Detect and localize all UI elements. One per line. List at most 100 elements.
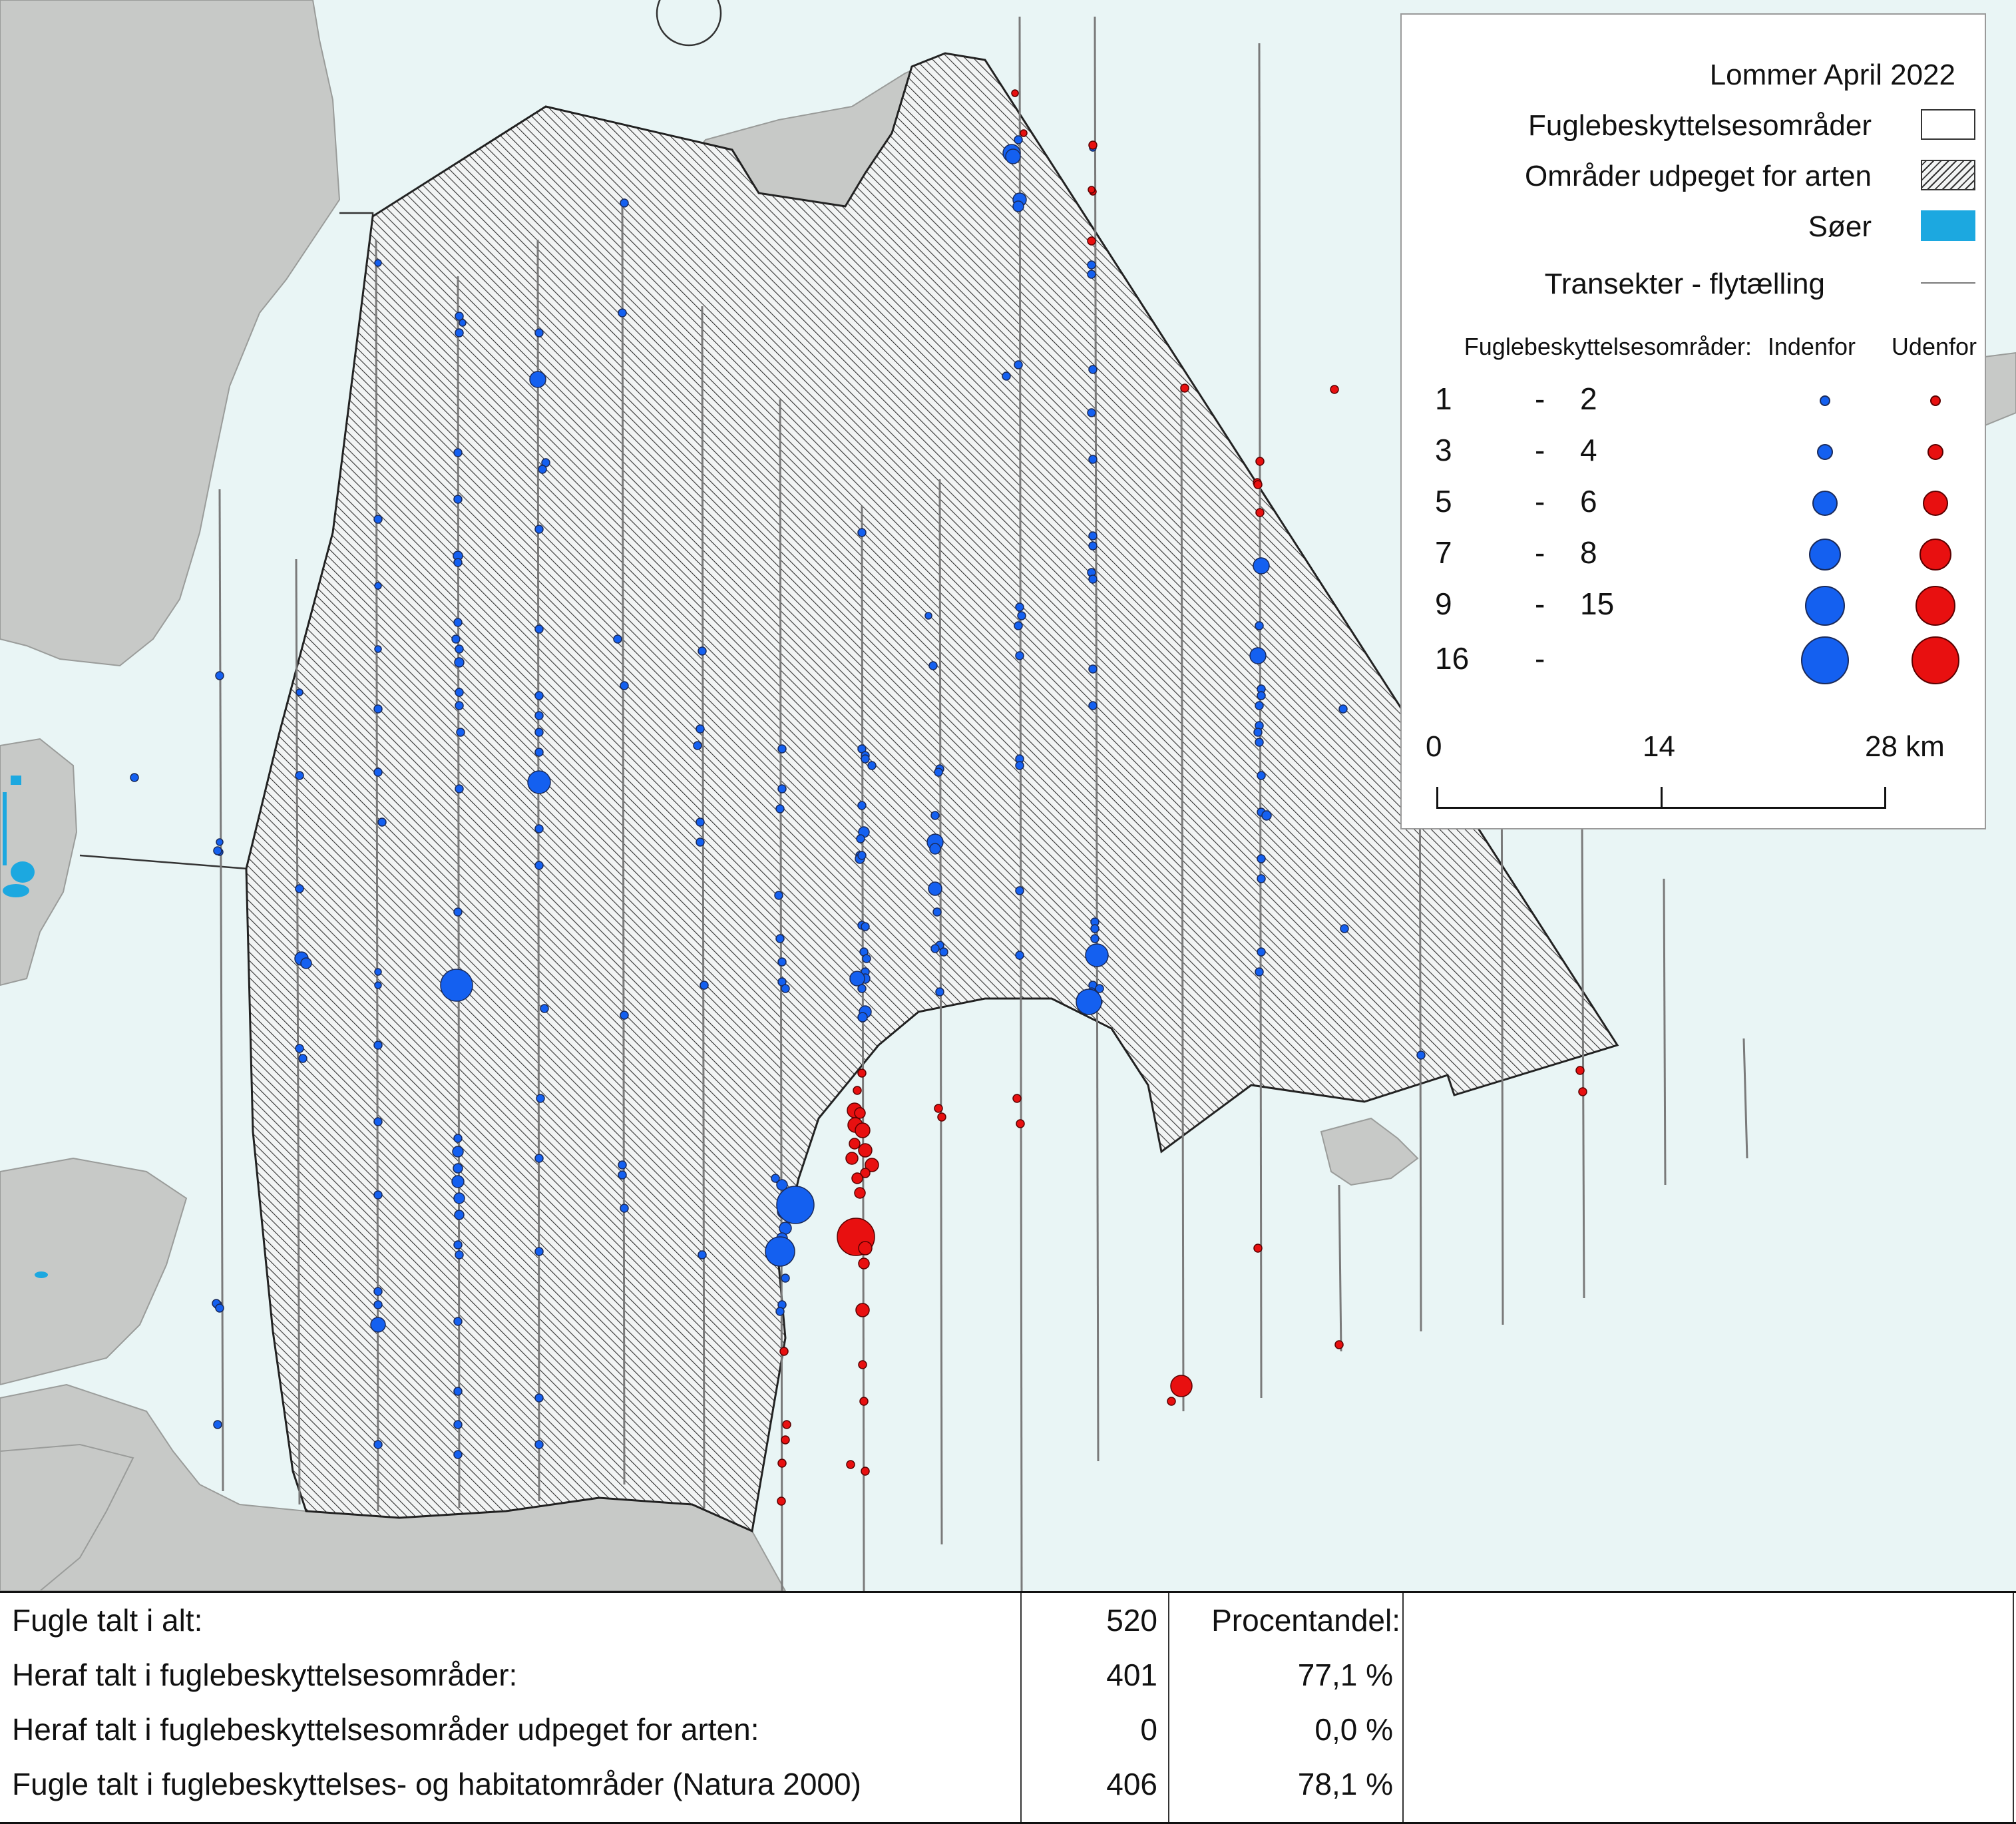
observation-inside (440, 969, 473, 1002)
legend-class-to: 15 (1580, 586, 1615, 621)
observation-inside (527, 770, 551, 794)
observation-inside (453, 1134, 463, 1143)
observation-inside (453, 1163, 463, 1174)
observation-inside (1088, 664, 1098, 674)
observation-inside (215, 1303, 224, 1313)
legend-transects-label: Transekter - flytælling (1544, 268, 1825, 300)
transect-line (701, 306, 706, 1508)
observation-inside (373, 1190, 383, 1200)
observation-inside (534, 1247, 544, 1256)
observation-inside (456, 728, 465, 737)
stats-label: Fugle talt i fuglebeskyttelses- og habit… (12, 1767, 861, 1801)
observation-inside (939, 947, 948, 957)
observation-inside (620, 198, 629, 208)
stats-pct: 77,1 % (1297, 1658, 1393, 1692)
observation-inside (1017, 611, 1026, 620)
observation-inside (620, 1204, 629, 1213)
observation-inside (698, 646, 707, 656)
transect-line (295, 559, 301, 1505)
legend-class-dash: - (1535, 586, 1545, 621)
observation-outside (859, 1397, 869, 1406)
observation-inside (1416, 1050, 1426, 1060)
observation-inside (1257, 874, 1266, 883)
scale-tick-14: 14 (1643, 730, 1675, 763)
observation-inside (1257, 947, 1266, 957)
observation-inside (777, 784, 787, 794)
observation-inside (1255, 701, 1264, 710)
observation-inside (373, 704, 383, 714)
observation-inside (1088, 365, 1098, 374)
observation-inside (1257, 854, 1266, 863)
observation-inside (618, 1170, 627, 1180)
legend-outside-symbol (1927, 444, 1943, 460)
observation-inside (534, 624, 544, 634)
observation-inside (453, 1387, 463, 1396)
observation-inside (374, 582, 382, 590)
observation-inside (781, 984, 790, 993)
observation-inside (618, 308, 627, 318)
observation-inside (1014, 621, 1023, 630)
observation-inside (934, 768, 943, 777)
observation-inside (857, 851, 867, 860)
observation-inside (534, 691, 544, 700)
observation-inside (373, 1040, 383, 1050)
transect-line (1663, 878, 1667, 1186)
stats-pct: 0,0 % (1314, 1712, 1393, 1747)
observation-inside (862, 954, 871, 963)
observation-inside (1015, 886, 1024, 895)
observation-inside (700, 981, 709, 990)
observation-inside (1014, 360, 1023, 369)
observation-inside (1257, 691, 1266, 700)
observation-inside (529, 371, 546, 388)
observation-inside (453, 1450, 463, 1459)
observation-inside (459, 319, 467, 327)
observation-inside (928, 881, 942, 896)
observation-inside (373, 1300, 383, 1309)
observation-inside (454, 657, 465, 668)
observation-inside (534, 748, 544, 757)
observation-outside (857, 1068, 867, 1078)
observation-outside (1253, 1244, 1263, 1253)
observation-inside (693, 741, 702, 750)
observation-inside (453, 1317, 463, 1326)
observation-inside (295, 1044, 304, 1053)
legend-lakes-label: Søer (1808, 210, 1872, 243)
observation-inside (1257, 771, 1266, 780)
observation-inside (929, 843, 941, 855)
transect-line (536, 239, 540, 1502)
observation-outside (854, 1187, 866, 1199)
legend-outside-symbol (1915, 586, 1955, 626)
observation-inside (775, 1307, 785, 1316)
observation-inside (453, 1240, 463, 1250)
observation-inside (373, 1440, 383, 1449)
observation-outside (1020, 129, 1028, 137)
observation-outside (1180, 383, 1189, 393)
observation-outside (1170, 1375, 1193, 1397)
observation-outside (854, 1107, 866, 1119)
observation-outside (1012, 1094, 1022, 1103)
legend-class-dash: - (1535, 381, 1545, 416)
observation-inside (454, 1210, 465, 1220)
observation-inside (1090, 924, 1100, 933)
observation-inside (1014, 135, 1023, 144)
observation-inside (924, 612, 932, 620)
observation-inside (453, 558, 463, 567)
observation-inside (1261, 810, 1272, 821)
observation-inside (451, 1175, 465, 1188)
observation-inside (932, 907, 942, 917)
observation-inside (861, 754, 870, 764)
observation-outside (860, 1168, 871, 1178)
observation-inside (1253, 557, 1270, 574)
observation-inside (928, 661, 938, 670)
observation-inside (373, 1117, 383, 1126)
observation-inside (1088, 541, 1098, 551)
observation-inside (373, 515, 383, 524)
observation-inside (1090, 934, 1100, 943)
transect-line (1180, 385, 1185, 1412)
observation-inside (373, 1287, 383, 1296)
observation-inside (857, 984, 867, 993)
legend-class-to: 8 (1580, 535, 1597, 570)
observation-outside (1088, 140, 1098, 150)
observation-outside (858, 1360, 867, 1369)
transect-line (218, 489, 224, 1492)
